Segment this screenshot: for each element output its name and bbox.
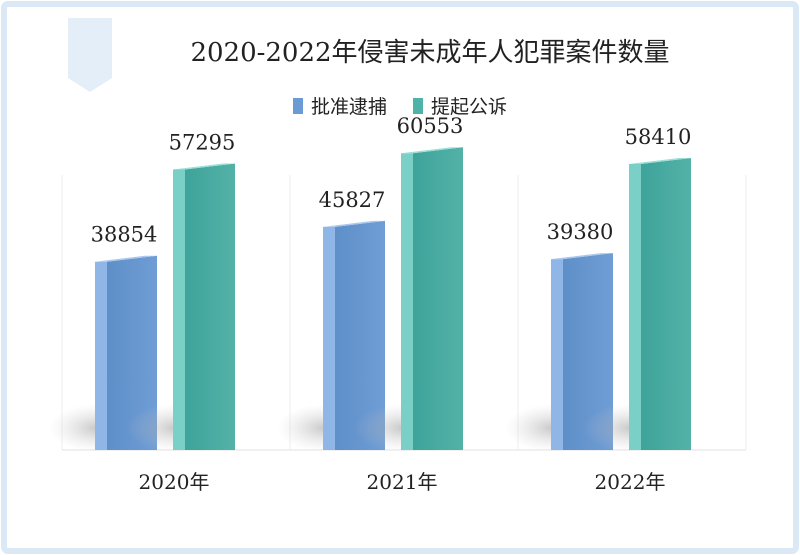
bar-side-0-0 — [95, 261, 107, 450]
bar-批准逮捕-2020年 — [107, 255, 157, 450]
bar-top-1-1 — [401, 147, 463, 154]
bars-group — [49, 147, 691, 452]
bar-top-0-2 — [551, 253, 613, 260]
data-label: 58410 — [625, 125, 692, 149]
bar-side-0-2 — [551, 259, 563, 450]
category-label: 2020年 — [139, 470, 210, 494]
bar-提起公诉-2021年 — [413, 147, 463, 451]
legend: 批准逮捕 提起公诉 — [0, 92, 800, 119]
data-label: 39380 — [547, 220, 614, 244]
bookmark-ribbon — [68, 18, 112, 92]
bar-批准逮捕-2021年 — [335, 220, 385, 450]
legend-item-series-0: 批准逮捕 — [292, 92, 387, 119]
legend-swatch-series-0 — [292, 97, 303, 114]
bar-top-0-0 — [95, 255, 157, 262]
data-label: 60553 — [397, 114, 464, 138]
chart-title: 2020-2022年侵害未成年人犯罪案件数量 — [190, 38, 670, 68]
category-label: 2022年 — [595, 470, 666, 494]
data-label: 38854 — [91, 223, 158, 247]
bar-提起公诉-2022年 — [641, 157, 691, 450]
data-label: 57295 — [169, 131, 236, 155]
legend-swatch-series-1 — [413, 97, 423, 114]
bar-批准逮捕-2022年 — [563, 253, 613, 450]
labels-group: 38854 57295 2020年 45827 60553 2021年 39380 58410… — [91, 114, 692, 494]
legend-label-series-0: 批准逮捕 — [310, 96, 387, 118]
bar-top-1-0 — [173, 163, 235, 170]
legend-item-series-1: 提起公诉 — [413, 92, 507, 119]
bar-side-1-2 — [629, 163, 641, 450]
category-label: 2021年 — [367, 470, 438, 494]
bar-top-1-2 — [629, 157, 691, 164]
bar-top-0-1 — [323, 220, 385, 227]
bar-side-1-0 — [173, 169, 185, 450]
data-label: 45827 — [319, 188, 386, 212]
bar-side-0-1 — [323, 226, 335, 450]
bar-提起公诉-2020年 — [185, 163, 235, 450]
bar-side-1-1 — [401, 153, 413, 451]
legend-label-series-1: 提起公诉 — [431, 96, 508, 118]
